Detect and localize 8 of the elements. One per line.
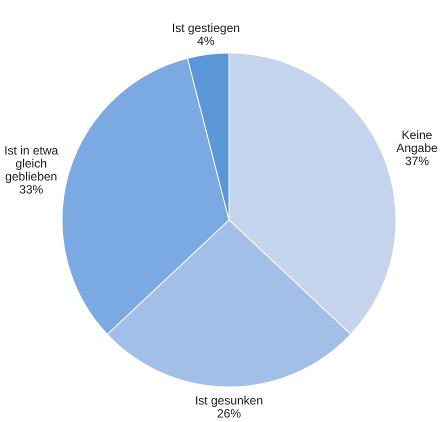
slice-label: Keine Angabe [396, 128, 438, 156]
slice-label: Ist gestiegen [172, 21, 240, 36]
data-label: 4% [197, 34, 215, 48]
data-label: 26% [216, 406, 242, 420]
slice-label: Ist in etwa gleich geblieben [4, 143, 59, 184]
data-label: 33% [19, 182, 44, 196]
data-label: 37% [404, 154, 430, 168]
slice-label: Ist gesunken [194, 394, 264, 408]
